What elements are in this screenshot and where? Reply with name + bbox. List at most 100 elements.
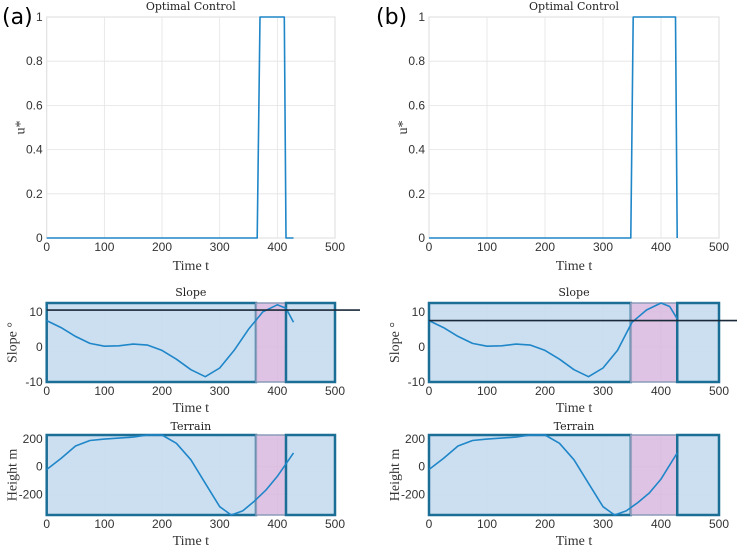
coast-region xyxy=(284,433,337,517)
y-tick-label: 0.2 xyxy=(26,187,43,201)
y-tick-label: 0 xyxy=(36,460,43,474)
x-tick-label: 0 xyxy=(43,240,50,254)
y-axis-label: Height m xyxy=(6,449,21,502)
coast-region xyxy=(675,433,721,517)
y-tick-label: 10 xyxy=(29,305,43,319)
x-tick-label: 0 xyxy=(426,384,433,398)
x-tick-label: 200 xyxy=(535,240,555,254)
x-axis-label: Time t xyxy=(173,401,210,416)
coast-region xyxy=(427,301,633,384)
x-tick-label: 100 xyxy=(94,240,114,254)
x-tick-label: 0 xyxy=(43,384,50,398)
series-line xyxy=(428,302,678,378)
x-tick-label: 100 xyxy=(477,240,497,254)
y-tick-label: 0 xyxy=(418,460,425,474)
coast-region xyxy=(45,433,258,517)
x-tick-label: 0 xyxy=(426,240,433,254)
y-tick-label: -10 xyxy=(25,375,43,389)
chart-optimal-control-a: 0 100 200 300 400 500 0 0.2 0.4 0.6 0.8 1 Optimal Co… xyxy=(14,0,346,274)
y-tick-label: -10 xyxy=(408,375,426,389)
x-tick-label: 300 xyxy=(210,517,230,531)
x-tick-label: 400 xyxy=(651,240,671,254)
x-axis-label: Time t xyxy=(556,259,593,274)
chart-title: Optimal Control xyxy=(146,0,236,13)
x-tick-label: 100 xyxy=(477,384,497,398)
plot-area xyxy=(46,16,336,239)
x-tick-label: 400 xyxy=(267,517,287,531)
panel-label-b: (b) xyxy=(376,5,407,30)
y-tick-label: -200 xyxy=(19,487,43,501)
y-tick-label: 1 xyxy=(418,10,425,24)
x-axis-label: Time t xyxy=(556,401,593,416)
y-axis-label: Slope ° xyxy=(388,322,403,363)
series-line xyxy=(429,16,678,239)
y-tick-label: 0.8 xyxy=(408,54,425,68)
x-tick-label: 500 xyxy=(325,384,345,398)
x-tick-label: 400 xyxy=(267,240,287,254)
x-tick-label: 100 xyxy=(477,517,497,531)
y-tick-label: 0 xyxy=(36,340,43,354)
x-tick-label: 300 xyxy=(593,384,613,398)
y-axis-label: u* xyxy=(396,121,411,135)
y-tick-label: 200 xyxy=(405,432,425,446)
y-tick-label: 0 xyxy=(418,340,425,354)
x-tick-label: 200 xyxy=(152,240,172,254)
control-region xyxy=(255,302,287,383)
x-tick-label: 100 xyxy=(94,384,114,398)
x-axis-label: Time t xyxy=(173,259,210,274)
x-tick-label: 400 xyxy=(267,384,287,398)
y-axis-label: u* xyxy=(14,121,29,135)
x-tick-label: 400 xyxy=(651,517,671,531)
y-tick-label: 0 xyxy=(36,231,43,245)
y-tick-label: 10 xyxy=(412,305,426,319)
series-line xyxy=(428,434,678,516)
series-line xyxy=(46,304,295,378)
x-tick-label: 300 xyxy=(210,240,230,254)
coast-region xyxy=(427,433,633,517)
series-line xyxy=(46,434,295,516)
series-line xyxy=(46,16,294,239)
x-tick-label: 0 xyxy=(426,517,433,531)
control-region xyxy=(630,302,678,383)
y-tick-label: 0.4 xyxy=(408,143,425,157)
y-tick-label: 0.8 xyxy=(26,54,43,68)
y-axis-label: Height m xyxy=(388,449,403,502)
coast-region xyxy=(675,301,721,384)
y-tick-label: 0.4 xyxy=(26,143,43,157)
x-tick-label: 300 xyxy=(593,517,613,531)
chart-terrain-a: 0 100 200 300 400 500 -200 0 200 Terrain Time t Hei… xyxy=(6,420,346,549)
panel-label-a: (a) xyxy=(2,5,33,30)
y-tick-label: 1 xyxy=(36,10,43,24)
chart-title: Slope xyxy=(558,286,589,299)
y-tick-label: 0.6 xyxy=(26,98,43,112)
x-axis-label: Time t xyxy=(173,534,210,549)
y-tick-label: 200 xyxy=(23,432,43,446)
x-tick-label: 100 xyxy=(94,517,114,531)
x-tick-label: 200 xyxy=(535,517,555,531)
coast-region xyxy=(284,301,337,384)
x-tick-label: 500 xyxy=(709,384,729,398)
coast-region xyxy=(45,301,258,384)
x-tick-label: 400 xyxy=(651,384,671,398)
x-axis-label: Time t xyxy=(556,534,593,549)
x-tick-label: 500 xyxy=(325,240,345,254)
x-tick-label: 300 xyxy=(210,384,230,398)
chart-title: Terrain xyxy=(554,420,595,433)
x-tick-label: 300 xyxy=(593,240,613,254)
x-tick-label: 200 xyxy=(152,384,172,398)
chart-title: Slope xyxy=(175,286,206,299)
y-tick-label: -200 xyxy=(401,487,425,501)
y-axis-label: Slope ° xyxy=(6,322,21,363)
y-tick-label: 0.2 xyxy=(408,187,425,201)
chart-title: Terrain xyxy=(171,420,212,433)
control-region xyxy=(255,434,287,516)
y-tick-label: 0 xyxy=(418,231,425,245)
x-tick-label: 500 xyxy=(325,517,345,531)
x-tick-label: 200 xyxy=(152,517,172,531)
chart-terrain-b: 0 100 200 300 400 500 -200 0 200 Terrain Time t Hei… xyxy=(388,420,729,549)
x-tick-label: 200 xyxy=(535,384,555,398)
chart-optimal-control-b: 0 100 200 300 400 500 0 0.2 0.4 0.6 0.8 1 Optimal Co… xyxy=(396,0,729,274)
